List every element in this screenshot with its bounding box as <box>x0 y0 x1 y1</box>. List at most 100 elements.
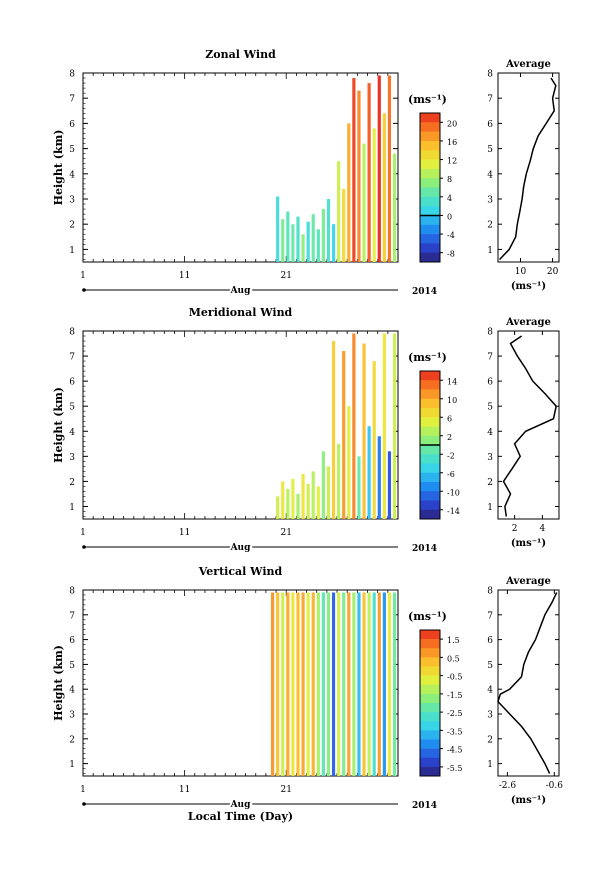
heatmap-cell <box>276 196 280 262</box>
heatmap-cell <box>286 592 290 776</box>
panel-title: Meridional Wind <box>189 306 293 319</box>
colorbar-tick-label: -14 <box>447 507 460 516</box>
colorbar-segment <box>420 712 440 722</box>
y-tick-label: 6 <box>69 120 75 130</box>
time-axis-marker <box>82 802 86 806</box>
y-tick-label: 2 <box>69 478 75 488</box>
colorbar-frame <box>419 629 441 777</box>
colorbar-tick-label: 4 <box>447 194 452 203</box>
avg-y-tick-label: 8 <box>487 328 493 338</box>
x-tick-label: 11 <box>179 271 190 281</box>
colorbar-segment <box>420 252 440 263</box>
colorbar-tick-label: -10 <box>447 488 460 497</box>
colorbar-segment <box>420 739 440 749</box>
colorbar-segment <box>420 187 440 198</box>
colorbar-segment <box>420 509 440 520</box>
y-tick-label: 1 <box>69 246 75 256</box>
colorbar-tick-label: -2 <box>447 451 455 460</box>
heatmap-cell <box>311 214 315 262</box>
y-axis-label: Height (km) <box>52 645 65 721</box>
y-tick-label: 7 <box>69 611 75 621</box>
heatmap-cell <box>296 493 300 519</box>
y-tick-label: 6 <box>69 378 75 388</box>
heatmap-cell <box>311 592 315 776</box>
average-frame <box>497 330 560 520</box>
colorbar-segment <box>420 234 440 244</box>
colorbar-segment <box>420 371 440 381</box>
colorbar-tick-label: -4 <box>447 231 455 240</box>
heatmap-cell <box>286 211 290 262</box>
colorbar-segment <box>420 472 440 483</box>
x-tick-label: 11 <box>179 785 190 795</box>
colorbar-segment <box>420 150 440 160</box>
avg-y-tick-label: 3 <box>487 196 493 206</box>
heatmap-cell <box>352 592 356 776</box>
time-axis-marker <box>82 288 86 292</box>
colorbar-segment <box>420 206 440 216</box>
x-tick-label: 21 <box>280 271 291 281</box>
heatmap-cell <box>276 592 280 776</box>
heatmap-cell <box>316 592 320 776</box>
heatmap-cell <box>387 592 392 776</box>
colorbar-tick-label: -0.5 <box>447 673 462 682</box>
colorbar-segment <box>420 684 440 695</box>
colorbar-segment <box>420 243 440 253</box>
heatmap-cell <box>291 592 295 776</box>
colorbar-tick-label: 10 <box>447 396 457 405</box>
heatmap-cell <box>347 592 351 776</box>
avg-y-tick-label: 5 <box>487 661 493 671</box>
colorbar-tick-label: 16 <box>447 138 457 147</box>
colorbar-unit: (ms⁻¹) <box>408 93 447 106</box>
panel-title: Zonal Wind <box>205 48 276 61</box>
plot-frame <box>82 330 399 520</box>
avg-x-axis-label: (ms⁻¹) <box>511 281 546 292</box>
month-label: Aug <box>230 543 252 553</box>
x-tick-label: 1 <box>80 528 86 538</box>
colorbar-segment <box>420 398 440 409</box>
colorbar-segment <box>420 389 440 400</box>
colorbar-segment <box>420 657 440 667</box>
average-frame <box>497 72 560 263</box>
x-tick-label: 1 <box>80 271 86 281</box>
colorbar-tick-label: 0 <box>447 212 452 221</box>
colorbar-tick-label: 20 <box>447 119 457 128</box>
y-axis-label: Height (km) <box>52 130 65 206</box>
colorbar-tick-label: 2 <box>447 433 452 442</box>
avg-x-tick-label: 20 <box>547 267 559 277</box>
y-tick-label: 2 <box>69 221 75 231</box>
colorbar-segment <box>420 666 440 676</box>
y-tick-label: 1 <box>69 503 75 513</box>
avg-x-axis-label: (ms⁻¹) <box>511 538 546 549</box>
colorbar-segment <box>420 417 440 427</box>
avg-y-tick-label: 8 <box>487 587 493 597</box>
colorbar-segment <box>420 766 440 777</box>
heatmap-cell <box>342 351 346 519</box>
heatmap-cell <box>342 592 346 776</box>
y-axis-label: Height (km) <box>52 387 65 463</box>
heatmap-cell <box>357 592 361 776</box>
colorbar-tick-label: -6 <box>447 470 455 479</box>
heatmap-cell <box>326 199 331 262</box>
heatmap-cell <box>372 128 376 262</box>
heatmap-cell <box>387 75 392 263</box>
heatmap-cell <box>296 592 300 776</box>
heatmap-cell <box>337 592 341 776</box>
year-label: 2014 <box>412 287 437 297</box>
avg-x-tick-label: -0.6 <box>546 781 564 791</box>
y-tick-label: 5 <box>69 145 75 155</box>
panel-title: Vertical Wind <box>198 565 283 578</box>
x-axis-label: Local Time (Day) <box>188 810 293 823</box>
heatmap-cell <box>337 161 341 262</box>
avg-y-tick-label: 4 <box>487 428 493 438</box>
avg-y-tick-label: 7 <box>487 611 493 621</box>
y-tick-label: 5 <box>69 661 75 671</box>
heatmap-cell <box>352 78 356 262</box>
heatmap-cell <box>316 486 320 519</box>
avg-y-tick-label: 6 <box>487 120 493 130</box>
x-tick-label: 1 <box>80 785 86 795</box>
heatmap-cell <box>392 333 397 519</box>
avg-y-tick-label: 8 <box>487 70 493 80</box>
colorbar-tick-label: -5.5 <box>447 764 462 773</box>
